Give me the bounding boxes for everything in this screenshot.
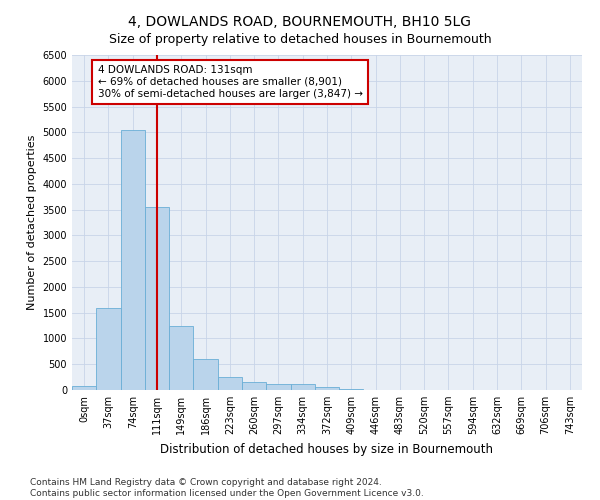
Bar [193, 359, 218, 390]
X-axis label: Distribution of detached houses by size in Bournemouth: Distribution of detached houses by size … [161, 442, 493, 456]
Bar [218, 377, 242, 390]
Bar [145, 207, 169, 390]
Bar [266, 384, 290, 390]
Bar [72, 386, 96, 390]
Bar [290, 384, 315, 390]
Text: 4 DOWLANDS ROAD: 131sqm
← 69% of detached houses are smaller (8,901)
30% of semi: 4 DOWLANDS ROAD: 131sqm ← 69% of detache… [97, 66, 362, 98]
Text: 4, DOWLANDS ROAD, BOURNEMOUTH, BH10 5LG: 4, DOWLANDS ROAD, BOURNEMOUTH, BH10 5LG [128, 15, 472, 29]
Text: Contains HM Land Registry data © Crown copyright and database right 2024.
Contai: Contains HM Land Registry data © Crown c… [30, 478, 424, 498]
Bar [242, 382, 266, 390]
Y-axis label: Number of detached properties: Number of detached properties [27, 135, 37, 310]
Bar [315, 387, 339, 390]
Bar [121, 130, 145, 390]
Bar [96, 308, 121, 390]
Bar [169, 326, 193, 390]
Text: Size of property relative to detached houses in Bournemouth: Size of property relative to detached ho… [109, 32, 491, 46]
